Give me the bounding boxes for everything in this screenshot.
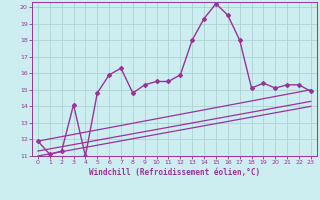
X-axis label: Windchill (Refroidissement éolien,°C): Windchill (Refroidissement éolien,°C) (89, 168, 260, 177)
